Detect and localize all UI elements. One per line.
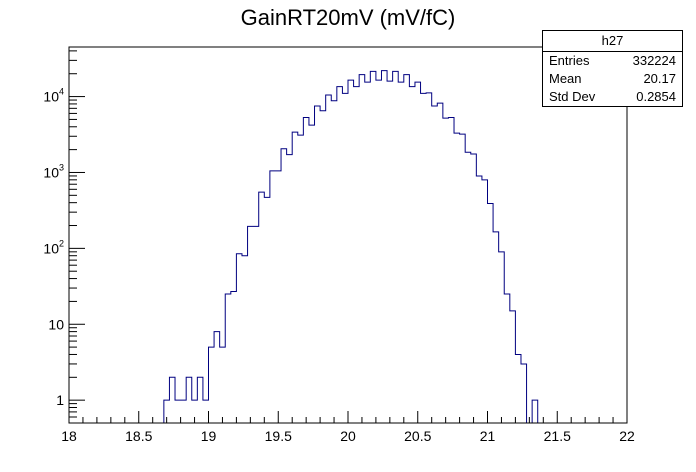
stats-mean-value: 20.17 bbox=[643, 71, 676, 86]
x-tick-label: 19.5 bbox=[265, 428, 292, 444]
x-tick-label: 21 bbox=[480, 428, 496, 444]
y-tick-label: 103 bbox=[43, 162, 64, 180]
stats-entries-label: Entries bbox=[549, 53, 590, 68]
x-tick-label: 20.5 bbox=[404, 428, 431, 444]
x-tick-label: 18 bbox=[61, 428, 77, 444]
x-tick-label: 22 bbox=[619, 428, 635, 444]
x-tick-label: 19 bbox=[201, 428, 217, 444]
stats-entries-value: 332224 bbox=[632, 53, 676, 68]
plot-frame bbox=[68, 46, 628, 424]
stats-title: h27 bbox=[543, 31, 682, 52]
stats-row-stddev: Std Dev 0.2854 bbox=[543, 88, 682, 106]
x-tick-label: 20 bbox=[340, 428, 356, 444]
x-tick-label: 21.5 bbox=[544, 428, 571, 444]
stats-stddev-value: 0.2854 bbox=[636, 89, 676, 104]
stats-row-entries: Entries 332224 bbox=[543, 52, 682, 70]
stats-box: h27 Entries 332224 Mean 20.17 Std Dev 0.… bbox=[542, 30, 683, 107]
histogram-line bbox=[163, 70, 539, 424]
y-tick-label: 10 bbox=[48, 316, 64, 332]
x-tick-label: 18.5 bbox=[125, 428, 152, 444]
stats-mean-label: Mean bbox=[549, 71, 582, 86]
stats-row-mean: Mean 20.17 bbox=[543, 70, 682, 88]
y-tick-label: 102 bbox=[43, 238, 64, 256]
stats-stddev-label: Std Dev bbox=[549, 89, 596, 104]
chart-title: GainRT20mV (mV/fC) bbox=[241, 5, 456, 30]
y-tick-label: 104 bbox=[43, 87, 64, 105]
y-tick-label: 1 bbox=[56, 392, 64, 408]
